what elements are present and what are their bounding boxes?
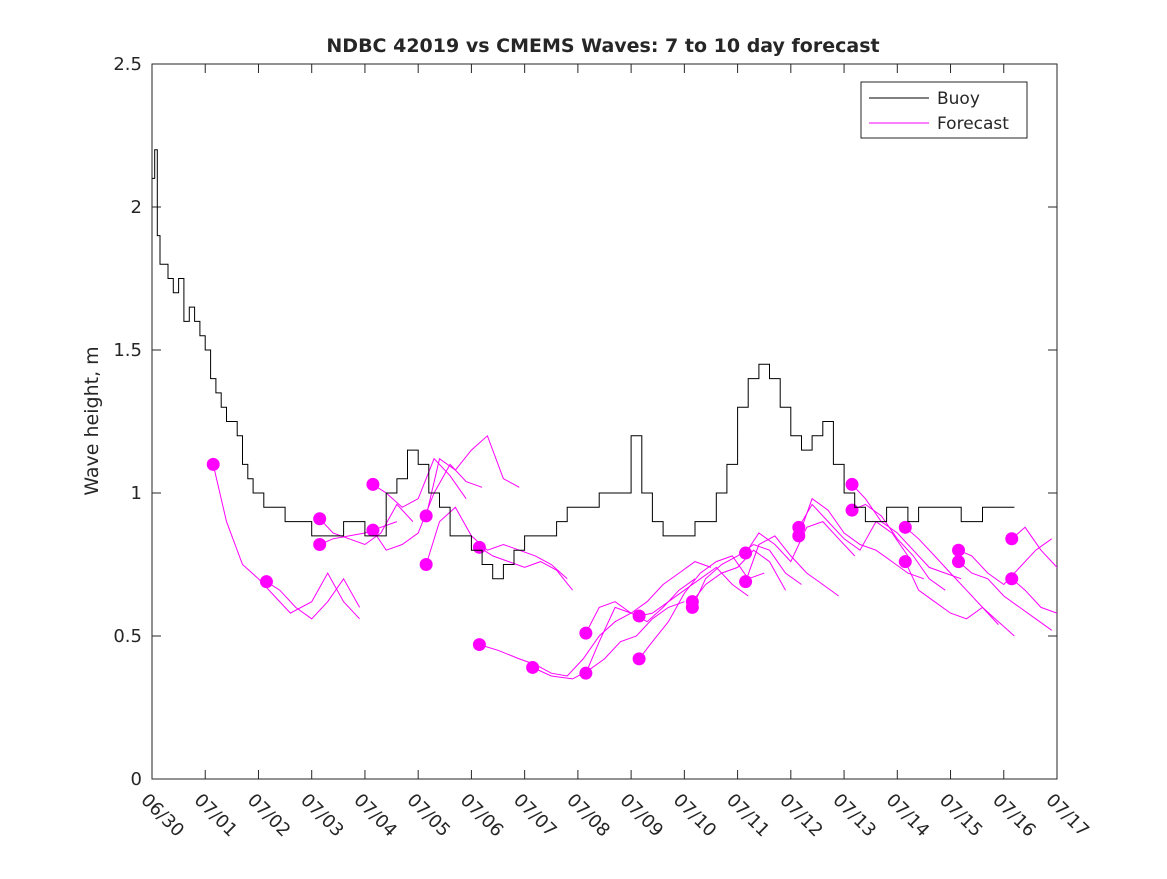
chart-title: NDBC 42019 vs CMEMS Waves: 7 to 10 day f… <box>326 35 879 57</box>
forecast-line <box>1011 578 1057 614</box>
forecast-start-marker <box>579 626 593 640</box>
x-tick-label: 07/10 <box>669 790 721 842</box>
y-tick-label: 1 <box>131 483 142 504</box>
forecast-line <box>904 561 1015 637</box>
forecast-start-marker <box>1005 532 1019 546</box>
forecast-start-marker <box>952 543 966 557</box>
forecast-start-marker <box>313 512 327 526</box>
forecast-line <box>745 521 856 563</box>
forecast-start-marker <box>632 609 646 623</box>
x-tick-label: 07/16 <box>988 790 1040 842</box>
axes-box <box>151 63 1058 780</box>
x-tick-label: 07/06 <box>456 790 508 842</box>
x-tick-label: 07/13 <box>829 790 881 842</box>
y-tick-label: 2.5 <box>113 54 142 75</box>
y-tick-label: 1.5 <box>113 340 142 361</box>
forecast-start-marker <box>526 660 540 674</box>
forecast-start-marker <box>1005 572 1019 586</box>
forecast-line <box>798 503 909 557</box>
y-tick-label: 0.5 <box>113 626 142 647</box>
x-tick-label: 07/02 <box>243 790 295 842</box>
forecast-line <box>958 538 1052 586</box>
forecast-start-marker <box>632 652 646 666</box>
forecast-start-marker <box>898 555 912 569</box>
x-tick-label: 07/11 <box>722 790 774 842</box>
forecast-line <box>532 601 685 680</box>
forecast-start-marker <box>739 546 753 560</box>
plot-area: 00.511.522.506/30 07/01 07/02 07/03 07/04 07/… <box>113 54 1093 841</box>
x-tick-label: 07/09 <box>616 790 668 842</box>
forecast-start-marker <box>366 477 380 491</box>
forecast-line <box>319 503 414 546</box>
forecast-line <box>958 561 1052 631</box>
forecast-line <box>851 484 962 580</box>
forecast-line <box>372 463 483 551</box>
forecast-line <box>1011 526 1057 568</box>
forecast-start-marker <box>579 666 593 680</box>
forecast-start-marker <box>259 575 273 589</box>
x-tick-label: 07/12 <box>775 790 827 842</box>
forecast-line <box>479 612 632 677</box>
forecast-line <box>585 561 712 634</box>
forecast-start-marker <box>739 575 753 589</box>
y-tick-label: 0 <box>131 769 142 790</box>
x-tick-label: 07/04 <box>349 790 401 842</box>
forecast-line <box>425 434 520 517</box>
forecast-start-marker <box>685 595 699 609</box>
forecast-line <box>266 577 361 620</box>
forecast-series <box>206 434 1057 680</box>
forecast-start-marker <box>472 540 486 554</box>
forecast-start-marker <box>845 503 859 517</box>
legend-label: Buoy <box>937 89 980 109</box>
forecast-line <box>691 549 786 603</box>
legend: Buoy Forecast <box>860 81 1028 139</box>
forecast-start-marker <box>898 520 912 534</box>
forecast-line <box>798 497 925 580</box>
legend-label: Forecast <box>937 114 1009 134</box>
forecast-start-marker <box>952 555 966 569</box>
forecast-line <box>638 566 749 617</box>
forecast-start-marker <box>472 638 486 652</box>
forecast-line <box>319 521 398 545</box>
buoy-series <box>152 149 1015 580</box>
forecast-line <box>851 503 946 591</box>
x-tick-label: 07/14 <box>882 790 934 842</box>
forecast-line <box>638 555 765 660</box>
y-tick-label: 2 <box>131 197 142 218</box>
x-tick-label: 07/03 <box>296 790 348 842</box>
forecast-line <box>745 535 839 597</box>
x-tick-label: 07/01 <box>190 790 242 842</box>
forecast-start-marker <box>419 509 433 523</box>
forecast-start-marker <box>366 523 380 537</box>
x-tick-label: 07/07 <box>509 790 561 842</box>
x-tick-label: 07/08 <box>562 790 614 842</box>
x-tick-label: 07/15 <box>935 790 987 842</box>
forecast-line <box>425 506 568 580</box>
forecast-start-marker <box>419 558 433 571</box>
legend-box <box>860 81 1028 139</box>
forecast-line <box>212 464 360 620</box>
forecast-start-marker <box>313 537 327 551</box>
forecast-start-marker <box>792 529 806 543</box>
y-axis-label: Wave height, m <box>81 346 103 495</box>
x-tick-label: 06/30 <box>136 790 188 842</box>
buoy-line <box>152 149 1015 580</box>
forecast-start-marker <box>206 457 220 471</box>
x-tick-label: 07/05 <box>403 790 455 842</box>
x-tick-label: 07/17 <box>1041 790 1093 842</box>
forecast-start-marker <box>845 477 859 491</box>
forecast-line <box>479 546 573 591</box>
